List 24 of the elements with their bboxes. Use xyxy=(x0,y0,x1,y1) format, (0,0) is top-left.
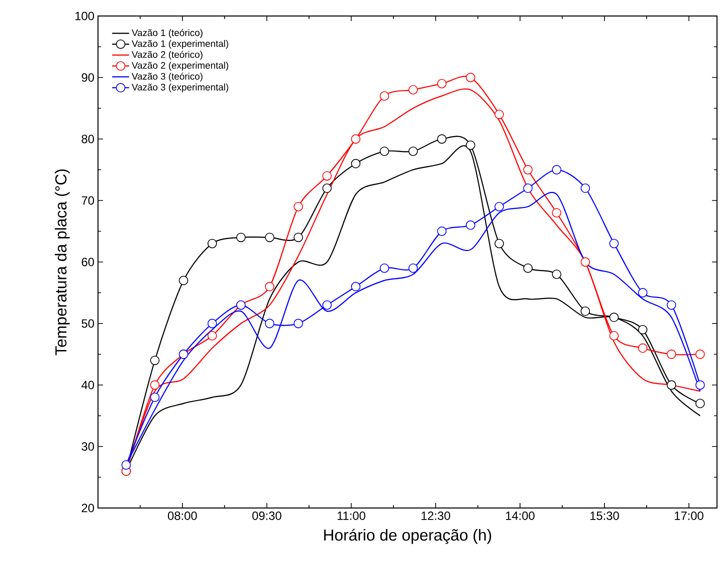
x-tick-label: 15:30 xyxy=(590,512,619,520)
y-tick-label: 90 xyxy=(82,73,94,82)
legend-label: Vazão 2 (experimental) xyxy=(132,62,228,71)
y-tick-label: 60 xyxy=(82,258,94,266)
y-tick-label: 100 xyxy=(75,12,94,20)
y-tick-label: 30 xyxy=(82,442,94,451)
x-tick-label: 12:30 xyxy=(422,512,450,520)
y-tick-label: 50 xyxy=(82,319,94,328)
x-axis-title: Horário de operação (h) xyxy=(324,528,492,544)
y-tick-label: 70 xyxy=(82,196,94,205)
x-tick-label: 11:00 xyxy=(338,512,366,520)
y-tick-label: 20 xyxy=(82,504,94,512)
x-tick-label: 09:30 xyxy=(252,512,282,520)
legend-label: Vazão 1 (experimental) xyxy=(132,40,228,49)
legend-label: Vazão 3 (teórico) xyxy=(132,72,202,82)
legend-label: Vazão 2 (teórico) xyxy=(132,50,202,60)
x-tick-label: 17:00 xyxy=(674,512,704,520)
y-axis-title: Temperatura da placa (°C) xyxy=(54,169,70,356)
legend-label: Vazão 3 (experimental) xyxy=(132,84,228,92)
x-tick-label: 14:00 xyxy=(506,512,535,520)
x-tick-label: 08:00 xyxy=(168,512,197,520)
legend-label: Vazão 1 (teórico) xyxy=(132,29,202,38)
y-tick-label: 80 xyxy=(82,134,94,144)
y-tick-label: 40 xyxy=(81,380,94,390)
